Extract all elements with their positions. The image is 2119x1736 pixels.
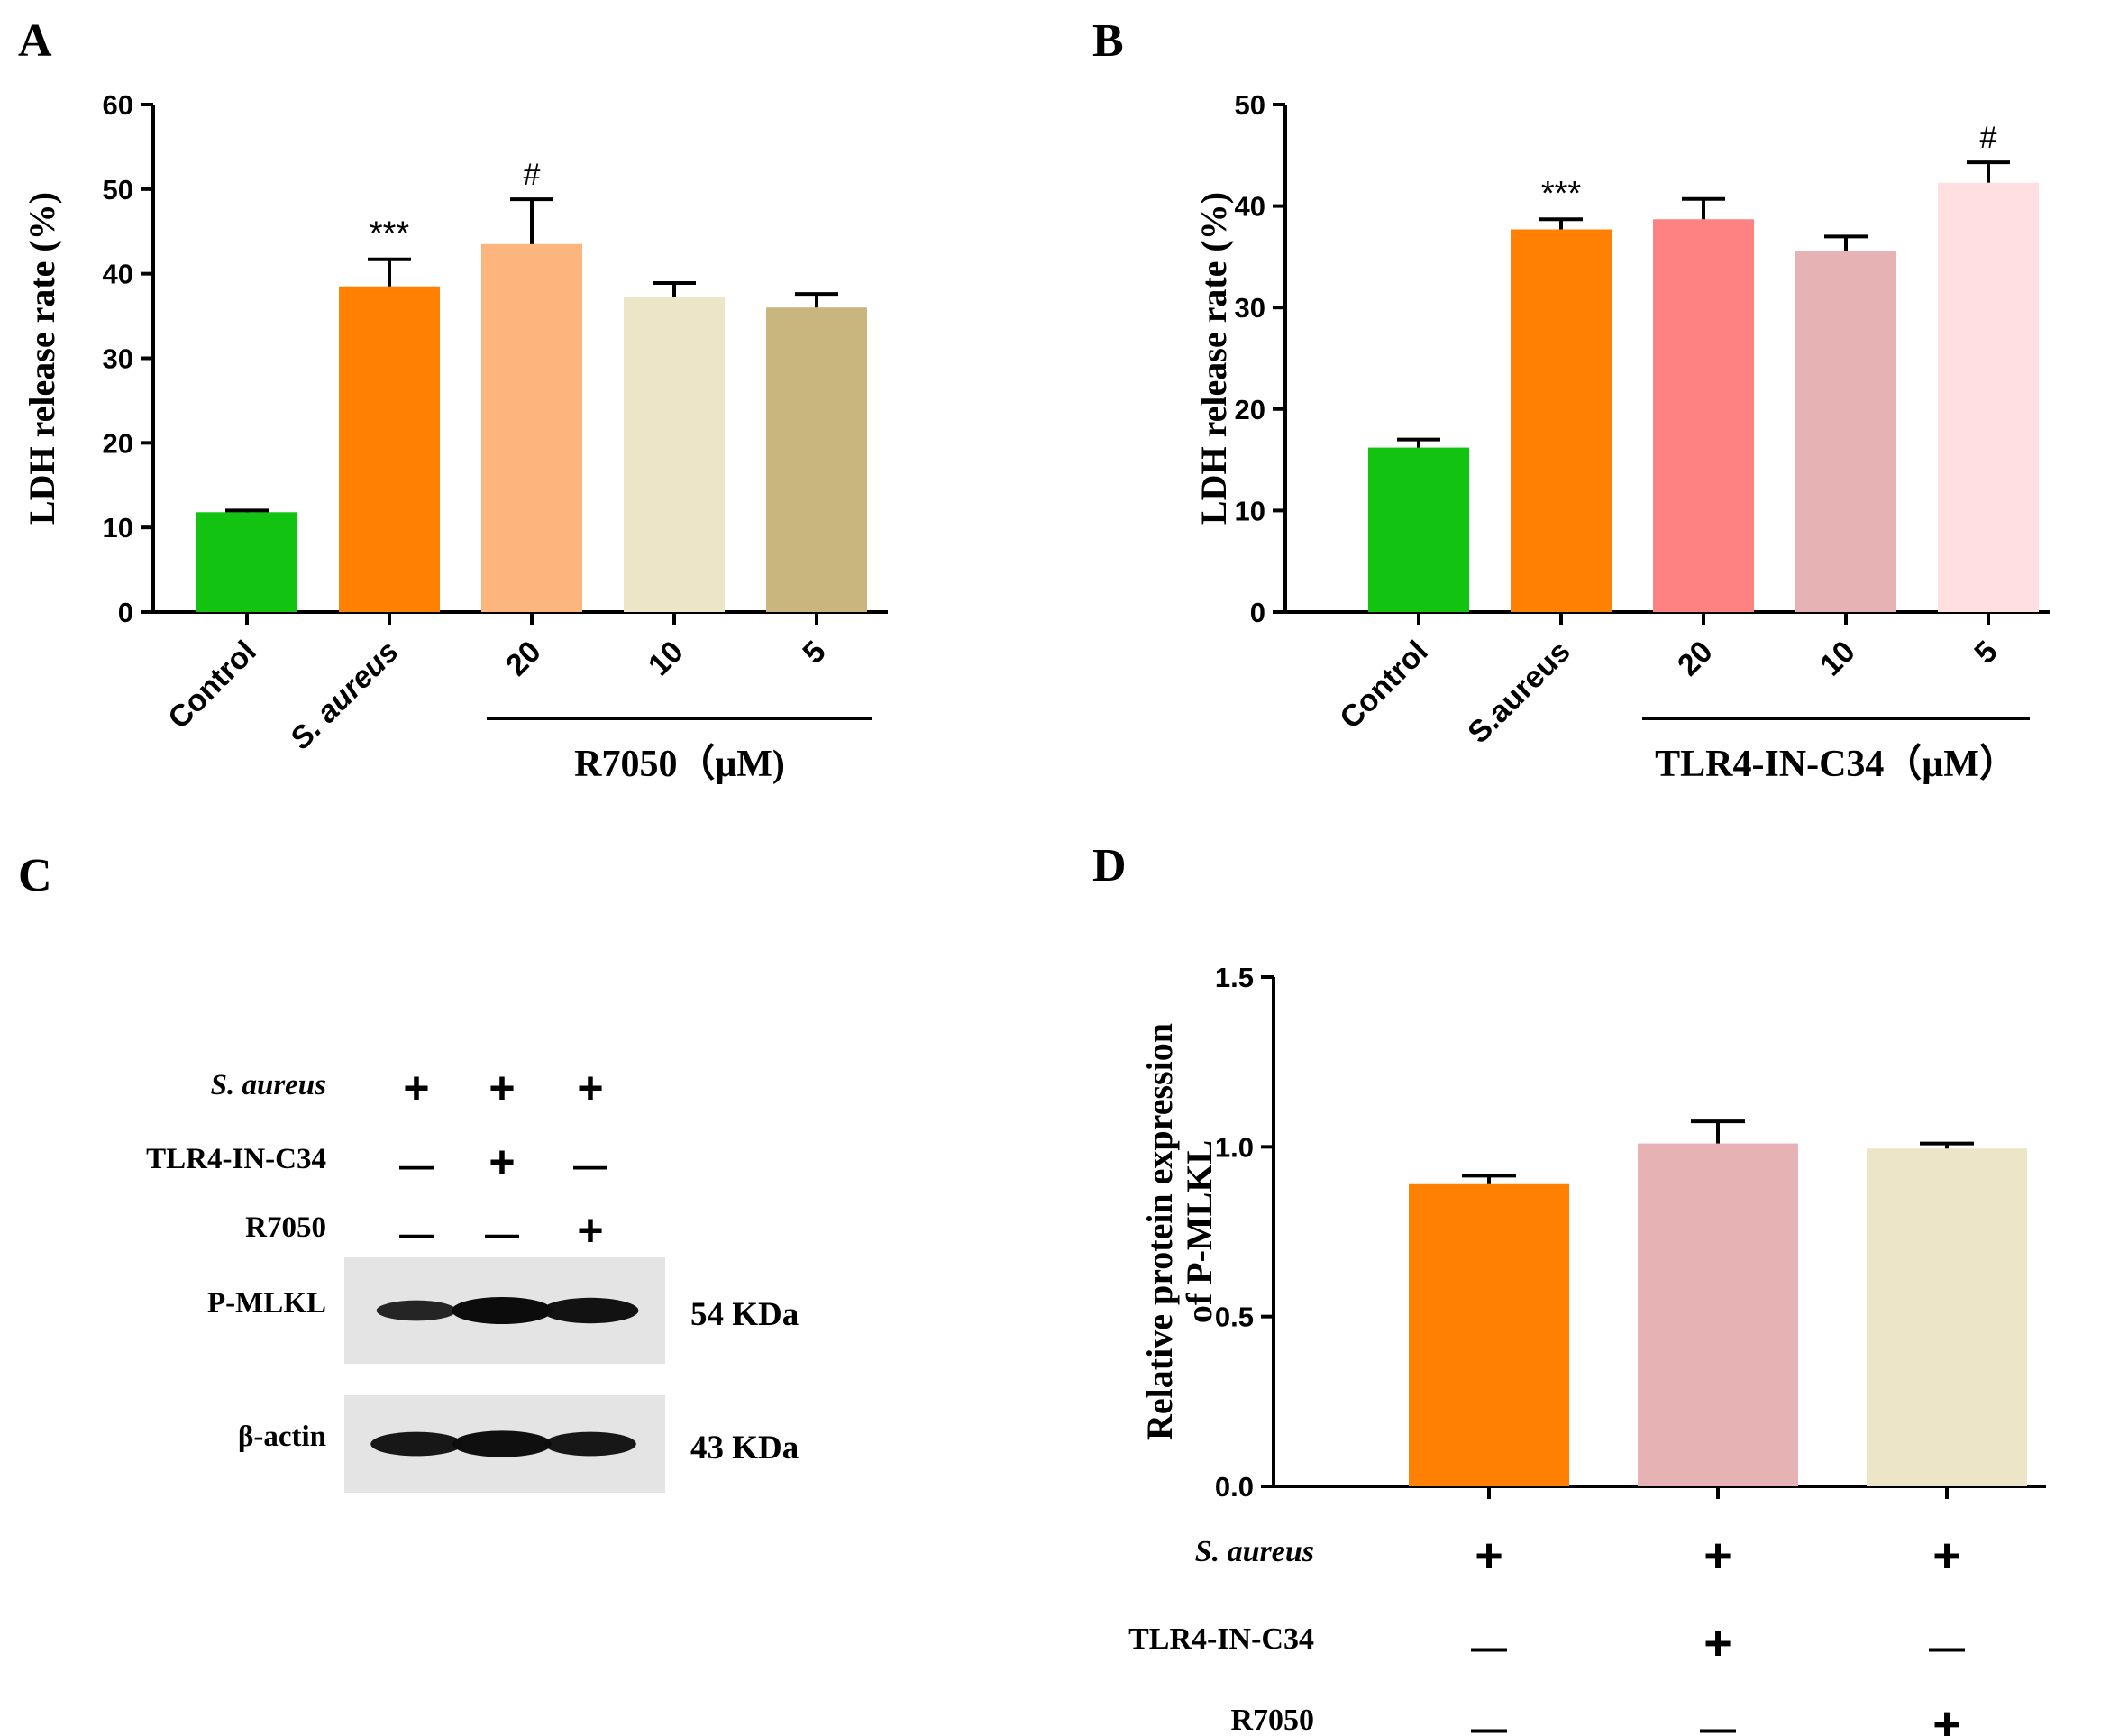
- y-tick-label: 30: [103, 343, 133, 375]
- treatment-mark: —: [1471, 1709, 1507, 1736]
- y-tick-label: 10: [1235, 495, 1265, 526]
- x-tick-label: S. aureus: [284, 635, 406, 756]
- treatment-label: R7050: [245, 1211, 326, 1244]
- treatment-label: S. aureus: [211, 1069, 326, 1101]
- y-tick-label: 40: [103, 259, 133, 290]
- bar: [1867, 1148, 2027, 1486]
- significance-label: ***: [370, 215, 410, 253]
- y-tick-label: 30: [1235, 292, 1265, 324]
- y-axis-label: Relative protein expressionof P-MLKL: [1139, 1023, 1219, 1440]
- bar: [1511, 229, 1612, 613]
- bar: [481, 243, 582, 612]
- bar: [1409, 1183, 1569, 1486]
- treatment-mark: —: [399, 1216, 434, 1254]
- chart-a: 0 10 20 30 40 50 60 Control *** S. aureus #20 10 5 LD…: [22, 89, 888, 785]
- treatment-mark: +: [1932, 1529, 1961, 1583]
- treatment-mark: —: [1929, 1628, 1965, 1667]
- panel-letter-b: B: [1092, 15, 1124, 67]
- x-tick-label: Control: [1333, 635, 1434, 736]
- chart-b: 0 10 20 30 40 50 Control *** S.aureus 20 10 #5 LDH r…: [1193, 89, 2050, 785]
- chart-d: 0.0 0.5 1.0 1.5 Relative protein expressiono…: [1128, 962, 2046, 1736]
- blot-band: [370, 1431, 462, 1457]
- treatment-mark: +: [489, 1063, 515, 1113]
- treatment-mark: —: [573, 1147, 607, 1185]
- bar: [1368, 447, 1469, 612]
- y-tick-label: 0.5: [1215, 1302, 1254, 1333]
- y-tick-label: 1.0: [1215, 1131, 1254, 1163]
- blot-band: [544, 1431, 636, 1457]
- y-tick-label: 20: [103, 427, 133, 459]
- x-tick-label: 20: [1671, 635, 1720, 683]
- treatment-mark: —: [399, 1147, 434, 1185]
- treatment-mark: —: [485, 1216, 519, 1254]
- y-axis-label: LDH release rate (%): [22, 192, 62, 525]
- y-tick-label: 0: [1250, 597, 1265, 628]
- bar: [1653, 219, 1754, 612]
- y-tick-label: 10: [103, 512, 133, 544]
- y-tick-label: 40: [1235, 191, 1265, 223]
- x-tick-label: Control: [161, 635, 262, 736]
- x-tick-label: 5: [1968, 635, 2004, 671]
- x-tick-label: 5: [796, 635, 832, 671]
- bar: [624, 297, 725, 612]
- treatment-mark: +: [403, 1063, 429, 1113]
- blot-size-label: 43 KDa: [690, 1430, 799, 1466]
- treatment-mark: —: [1700, 1709, 1736, 1736]
- blot-band: [452, 1430, 552, 1457]
- bar: [1638, 1143, 1798, 1486]
- treatment-mark: +: [1703, 1529, 1732, 1583]
- y-axis-label-line: of P-MLKL: [1179, 1140, 1219, 1323]
- treatment-label: TLR4-IN-C34: [1128, 1622, 1314, 1656]
- significance-label: #: [524, 158, 541, 192]
- panel-letter-d: D: [1092, 840, 1127, 891]
- significance-label: #: [1980, 121, 1997, 155]
- bar: [766, 307, 867, 612]
- treatment-mark: +: [1932, 1697, 1961, 1736]
- treatment-mark: +: [577, 1063, 603, 1113]
- treatment-mark: +: [577, 1205, 603, 1256]
- y-tick-label: 60: [103, 89, 133, 121]
- blot-band: [376, 1300, 457, 1321]
- y-tick-label: 50: [1235, 89, 1265, 121]
- blot-protein-label: P-MLKL: [207, 1287, 326, 1320]
- treatment-mark: —: [1471, 1628, 1507, 1667]
- y-axis-label-line: Relative protein expression: [1139, 1023, 1180, 1440]
- bar: [196, 512, 297, 612]
- y-tick-label: 1.5: [1215, 962, 1254, 993]
- bar: [1795, 251, 1896, 612]
- blot-size-label: 54 KDa: [690, 1296, 799, 1333]
- blot-band: [452, 1297, 553, 1324]
- treatment-mark: +: [1703, 1616, 1732, 1670]
- treatment-label: S. aureus: [1195, 1535, 1314, 1568]
- blot-band: [542, 1297, 639, 1324]
- treatment-label: TLR4-IN-C34: [146, 1143, 326, 1175]
- x-tick-label: 10: [642, 635, 690, 683]
- panel-letter-c: C: [18, 850, 52, 901]
- bar: [339, 286, 440, 612]
- group-label: R7050（μM): [574, 743, 785, 785]
- x-tick-label: 20: [499, 635, 548, 683]
- group-label: TLR4-IN-C34（μM）: [1655, 743, 2017, 785]
- panel-letter-a: A: [18, 15, 52, 67]
- y-tick-label: 0: [118, 597, 133, 628]
- y-tick-label: 20: [1235, 394, 1265, 425]
- y-tick-label: 50: [103, 174, 133, 206]
- blot-protein-label: β-actin: [238, 1421, 326, 1453]
- x-tick-label: 10: [1813, 635, 1862, 683]
- significance-label: ***: [1541, 175, 1582, 213]
- western-blot-panel: S. aureus + + + TLR4-IN-C34 — + — R7050 — — + P-MLKL…: [146, 1063, 799, 1493]
- treatment-mark: +: [1475, 1529, 1503, 1583]
- x-tick-label: S.aureus: [1461, 635, 1576, 750]
- y-tick-label: 0.0: [1215, 1471, 1254, 1503]
- bar: [1938, 182, 2039, 612]
- y-axis-label: LDH release rate (%): [1193, 192, 1234, 525]
- treatment-label: R7050: [1230, 1704, 1314, 1736]
- treatment-mark: +: [489, 1137, 515, 1187]
